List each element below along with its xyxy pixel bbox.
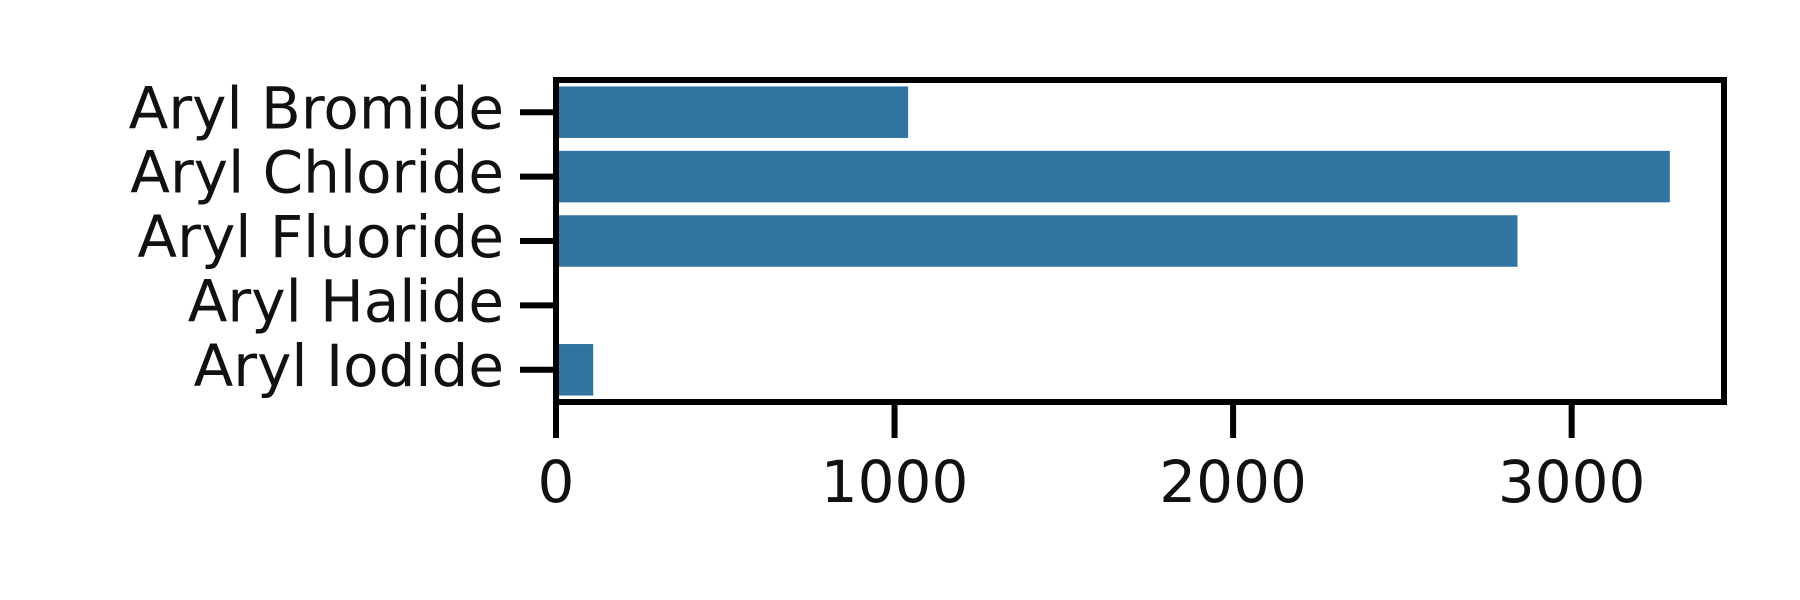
bar-aryl-iodide — [556, 344, 594, 396]
y-tick-label: Aryl Bromide — [129, 74, 504, 142]
bar-aryl-chloride — [556, 150, 1670, 203]
x-tick-label: 1000 — [821, 448, 969, 516]
y-tick-label: Aryl Iodide — [194, 332, 504, 400]
x-tick-label: 3000 — [1498, 448, 1646, 516]
y-tick-label: Aryl Chloride — [130, 139, 504, 207]
y-tick-label: Aryl Fluoride — [137, 203, 504, 271]
bar-aryl-bromide — [556, 86, 909, 138]
x-tick-label: 2000 — [1159, 448, 1307, 516]
bar-aryl-fluoride — [556, 215, 1518, 267]
y-tick-label: Aryl Halide — [188, 268, 504, 336]
ticks-group — [520, 109, 1575, 438]
bars-group — [556, 86, 1670, 396]
x-tick-label: 0 — [538, 448, 575, 516]
